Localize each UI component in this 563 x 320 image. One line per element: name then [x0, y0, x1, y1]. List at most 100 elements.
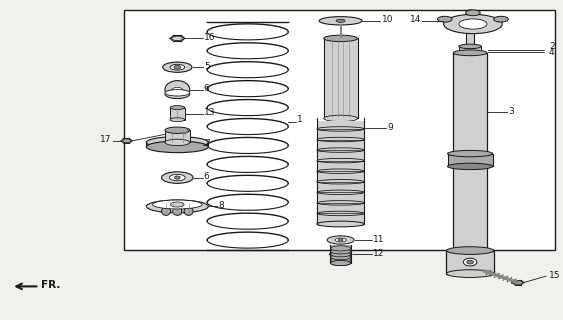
- Ellipse shape: [165, 127, 190, 133]
- Bar: [317, 216, 364, 226]
- Ellipse shape: [170, 106, 185, 109]
- Ellipse shape: [324, 115, 358, 122]
- Bar: [330, 254, 351, 257]
- Ellipse shape: [494, 16, 508, 22]
- Text: 5: 5: [204, 62, 209, 71]
- Ellipse shape: [317, 201, 364, 205]
- Ellipse shape: [466, 10, 480, 16]
- Bar: [446, 251, 494, 274]
- Ellipse shape: [466, 10, 474, 12]
- Ellipse shape: [336, 19, 345, 22]
- Bar: [317, 205, 364, 216]
- Ellipse shape: [165, 81, 190, 99]
- Ellipse shape: [317, 221, 364, 227]
- Text: 6: 6: [204, 172, 209, 181]
- Bar: [165, 130, 190, 142]
- Bar: [317, 121, 364, 131]
- Ellipse shape: [448, 163, 493, 170]
- Circle shape: [463, 258, 477, 266]
- Ellipse shape: [162, 172, 193, 183]
- Ellipse shape: [165, 90, 190, 99]
- Bar: [330, 248, 351, 251]
- Text: 2: 2: [549, 42, 555, 51]
- Text: 10: 10: [382, 15, 393, 24]
- Ellipse shape: [153, 200, 202, 209]
- Bar: [330, 251, 351, 254]
- Ellipse shape: [165, 90, 190, 96]
- Bar: [330, 245, 351, 248]
- Circle shape: [174, 65, 181, 69]
- Bar: [330, 257, 351, 260]
- Text: 3: 3: [508, 107, 513, 116]
- Text: 12: 12: [373, 249, 384, 258]
- Ellipse shape: [330, 258, 351, 263]
- Text: 1: 1: [297, 116, 302, 124]
- Circle shape: [175, 176, 180, 179]
- Ellipse shape: [330, 260, 351, 266]
- Bar: [317, 173, 364, 184]
- Ellipse shape: [172, 36, 183, 41]
- Ellipse shape: [317, 211, 364, 216]
- Ellipse shape: [165, 139, 190, 146]
- Ellipse shape: [448, 150, 493, 157]
- Ellipse shape: [171, 202, 184, 207]
- Ellipse shape: [146, 200, 208, 213]
- Text: 15: 15: [549, 271, 560, 280]
- Ellipse shape: [330, 260, 351, 266]
- Text: 16: 16: [204, 33, 215, 42]
- Bar: [317, 184, 364, 195]
- Ellipse shape: [324, 35, 358, 42]
- Ellipse shape: [317, 169, 364, 173]
- Ellipse shape: [459, 19, 487, 29]
- Circle shape: [338, 239, 343, 241]
- Ellipse shape: [332, 251, 349, 257]
- Bar: [170, 108, 185, 120]
- Bar: [317, 195, 364, 205]
- Ellipse shape: [446, 270, 494, 277]
- Ellipse shape: [317, 180, 364, 184]
- Ellipse shape: [330, 246, 351, 251]
- Ellipse shape: [317, 190, 364, 195]
- Text: 17: 17: [100, 135, 111, 144]
- Ellipse shape: [317, 158, 364, 163]
- Bar: [317, 163, 364, 173]
- Ellipse shape: [459, 44, 481, 49]
- Ellipse shape: [330, 249, 351, 254]
- Ellipse shape: [146, 141, 208, 153]
- Bar: [317, 152, 364, 163]
- Ellipse shape: [172, 87, 182, 92]
- Ellipse shape: [317, 137, 364, 142]
- Bar: [330, 260, 351, 263]
- Ellipse shape: [184, 207, 193, 215]
- Ellipse shape: [162, 207, 171, 215]
- Ellipse shape: [330, 255, 351, 260]
- Ellipse shape: [446, 247, 494, 254]
- Bar: [453, 53, 487, 251]
- Ellipse shape: [317, 127, 364, 131]
- Ellipse shape: [317, 222, 364, 226]
- Bar: [448, 154, 493, 166]
- Ellipse shape: [163, 62, 192, 72]
- Ellipse shape: [327, 236, 354, 244]
- Text: 8: 8: [218, 201, 224, 210]
- Ellipse shape: [170, 64, 185, 70]
- Text: 13: 13: [204, 108, 215, 117]
- Text: 14: 14: [410, 15, 421, 24]
- Bar: [459, 46, 481, 53]
- Ellipse shape: [146, 137, 208, 148]
- Ellipse shape: [453, 50, 487, 56]
- Ellipse shape: [169, 174, 185, 181]
- Text: FR.: FR.: [41, 280, 60, 291]
- Ellipse shape: [459, 51, 481, 55]
- Bar: [317, 131, 364, 142]
- Ellipse shape: [317, 148, 364, 152]
- Text: 9: 9: [387, 123, 393, 132]
- Ellipse shape: [170, 118, 185, 122]
- Text: 4: 4: [549, 48, 555, 57]
- Ellipse shape: [335, 238, 346, 242]
- Bar: [124, 10, 555, 250]
- Text: 11: 11: [373, 235, 384, 244]
- Circle shape: [467, 260, 473, 264]
- Ellipse shape: [173, 207, 182, 215]
- Ellipse shape: [513, 281, 522, 284]
